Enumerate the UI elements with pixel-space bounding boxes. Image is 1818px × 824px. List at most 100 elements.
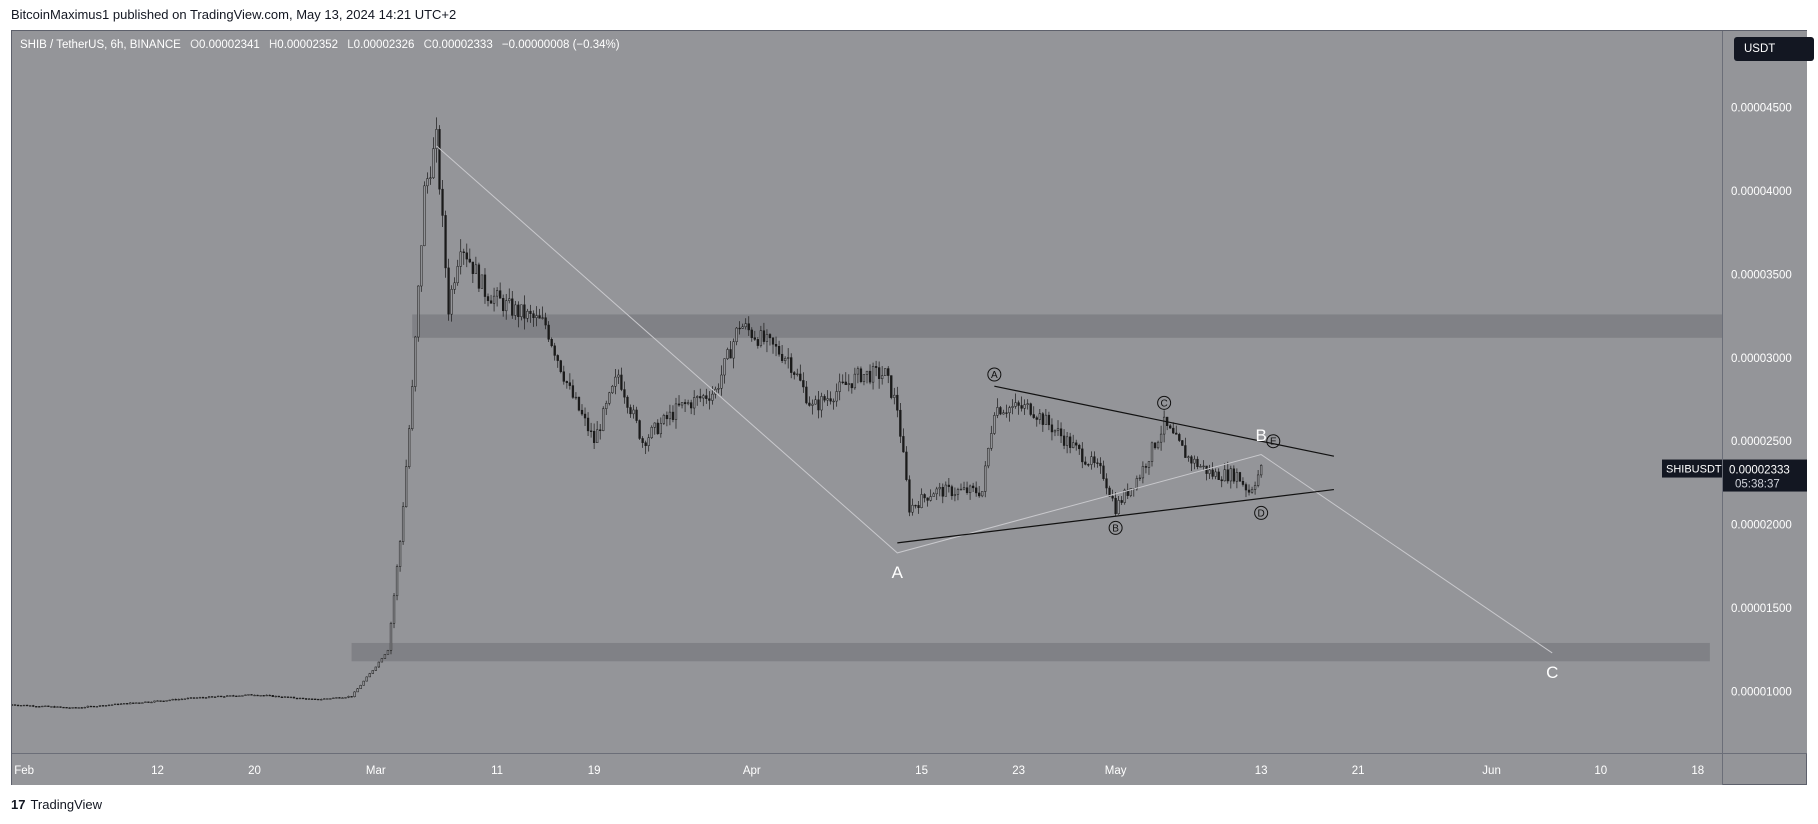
time-axis[interactable]: Feb 12 20 Mar 11 19 Apr 15 23 May 13 21 Jun 10 18 [12, 753, 1722, 785]
candle-body-220 [677, 403, 681, 406]
candle-body-379 [1159, 433, 1163, 443]
candle-body-176 [544, 317, 547, 326]
legend-symbol[interactable]: SHIB / TetherUS, 6h, BINANCE [20, 39, 181, 51]
candle-body-79 [250, 694, 253, 696]
candle-body-200 [617, 374, 620, 378]
price-axis[interactable]: 0.00004500 0.00004000 0.00003500 0.00003000… [1722, 31, 1807, 753]
legend-high-label: H [268, 39, 278, 51]
candle-body-86 [271, 695, 274, 697]
candle-body-340 [1041, 413, 1045, 425]
candles-group [12, 117, 1263, 709]
candle-body-7 [32, 705, 35, 707]
candle-body-312 [956, 489, 960, 495]
last-price-tag [1723, 459, 1807, 492]
candle-body-258 [793, 372, 796, 375]
candle-body-197 [608, 392, 611, 404]
candle-body-126 [392, 595, 396, 624]
candle-body-10 [41, 705, 44, 708]
candle-body-92 [289, 696, 293, 699]
candle-body-106 [332, 697, 335, 699]
candle-body-330 [1011, 406, 1014, 408]
candle-body-122 [380, 658, 384, 663]
candle-body-341 [1044, 414, 1048, 425]
candle-body-286 [877, 367, 881, 379]
price-tick-4: 0.00002500 [1731, 436, 1792, 448]
candle-body-8 [35, 706, 38, 708]
candle-body-139 [432, 148, 435, 179]
candle-body-153 [474, 264, 478, 274]
candle-body-64 [204, 697, 208, 699]
candle-body-30 [101, 705, 105, 707]
candle-body-386 [1181, 440, 1184, 446]
candle-body-233 [717, 388, 720, 390]
triangle-trendline-1 [994, 385, 1335, 457]
candle-body-303 [929, 496, 932, 501]
candle-body-403 [1232, 468, 1236, 482]
publisher-caption: BitcoinMaximus1 published on TradingView… [11, 7, 457, 22]
candle-body-211 [650, 427, 653, 439]
currency-button[interactable]: USDT [1734, 37, 1814, 61]
candle-body-89 [280, 696, 283, 698]
candle-body-18 [65, 707, 68, 709]
time-tick-10: 13 [1255, 765, 1268, 777]
candle-body-325 [996, 407, 999, 416]
candle-body-369 [1129, 488, 1132, 496]
candle-body-112 [350, 696, 353, 698]
candle-body-175 [541, 317, 544, 319]
candle-body-397 [1214, 471, 1217, 477]
candle-body-383 [1172, 427, 1175, 434]
candle-body-323 [990, 433, 993, 449]
candle-body-49 [159, 700, 162, 702]
candle-body-141 [438, 129, 441, 190]
price-tick-5: 0.00002000 [1731, 520, 1792, 532]
candle-body-372 [1138, 477, 1142, 479]
candle-body-404 [1235, 472, 1239, 482]
candle-body-47 [153, 700, 156, 703]
candle-body-395 [1208, 469, 1211, 474]
candle-body-196 [605, 403, 608, 409]
candle-body-391 [1196, 458, 1199, 468]
candle-body-314 [962, 487, 966, 490]
candle-body-345 [1056, 428, 1060, 431]
candle-body-204 [629, 407, 632, 415]
candle-body-322 [987, 448, 990, 467]
candle-body-159 [492, 295, 496, 304]
candle-body-82 [259, 695, 262, 697]
price-plot[interactable]: A B C A B C D E SHIBUSDT [12, 31, 1722, 753]
candle-body-228 [702, 395, 705, 399]
candle-body-183 [565, 381, 568, 383]
legend-change: −0.00000008 (−0.34%) [501, 39, 620, 51]
candle-body-81 [256, 694, 259, 697]
candle-body-278 [853, 373, 857, 389]
candle-body-198 [611, 386, 614, 394]
candle-body-411 [1256, 474, 1260, 486]
candle-body-215 [662, 415, 666, 424]
candle-body-295 [905, 451, 908, 480]
candle-body-412 [1259, 465, 1263, 476]
candle-body-143 [444, 215, 447, 269]
horizontal-zone-0 [412, 314, 1722, 338]
candle-body-17 [62, 706, 65, 709]
candle-body-11 [44, 705, 47, 707]
candle-body-291 [893, 394, 896, 398]
candle-body-305 [935, 488, 938, 495]
candle-body-20 [71, 707, 74, 709]
candle-body-300 [920, 494, 923, 508]
candle-body-378 [1156, 441, 1160, 449]
candle-body-284 [871, 366, 875, 383]
candle-body-138 [429, 177, 432, 179]
symbol-tag-text: SHIBUSDT [1666, 464, 1722, 476]
candle-body-186 [574, 396, 578, 399]
candle-body-93 [292, 696, 296, 699]
candle-body-313 [959, 488, 963, 491]
candle-body-247 [759, 330, 763, 346]
candle-body-75 [238, 695, 241, 697]
candle-body-194 [599, 429, 602, 431]
candle-body-409 [1250, 489, 1254, 493]
candle-body-42 [138, 702, 141, 704]
candle-body-104 [326, 698, 329, 700]
candle-body-373 [1141, 466, 1145, 479]
candle-body-393 [1202, 465, 1205, 468]
tradingview-logo-icon[interactable]: 17 [11, 797, 26, 812]
footer-brand[interactable]: TradingView [30, 797, 103, 812]
